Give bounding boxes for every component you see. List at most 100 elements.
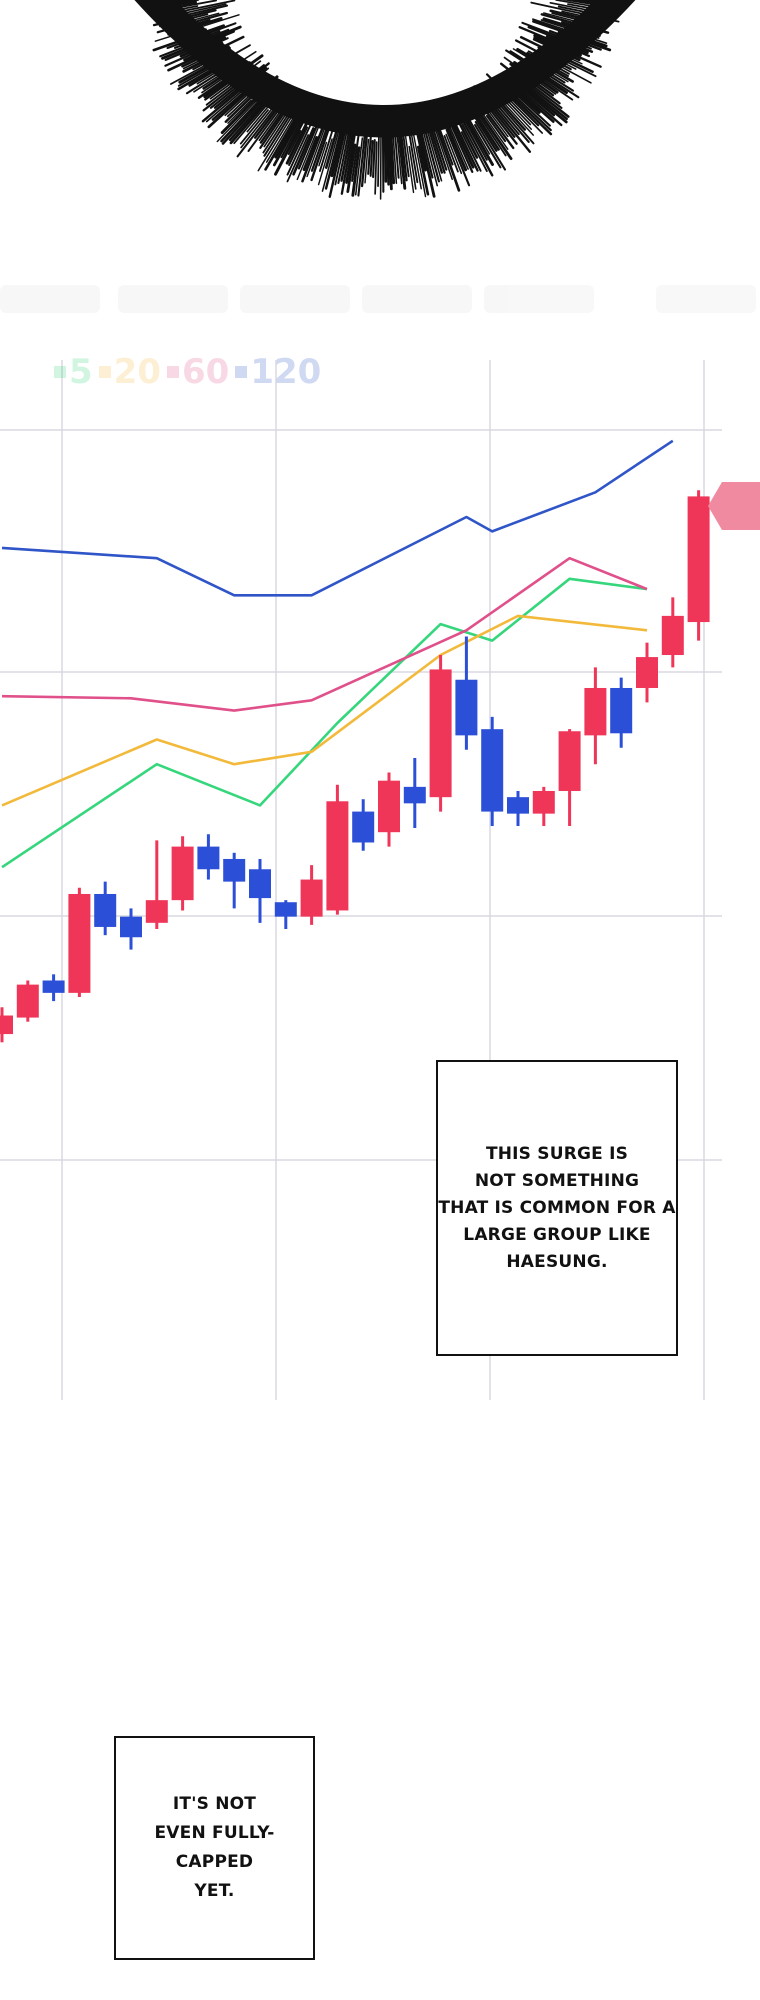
faded-toolbar: [0, 285, 756, 313]
burst-stroke: [460, 131, 482, 172]
burst-stroke: [374, 141, 378, 195]
burst-stroke: [418, 132, 436, 198]
burst-stroke: [372, 138, 376, 179]
price-tag-icon: [708, 482, 760, 530]
narration-box-fully-capped: It's not even fully-capped yet.: [114, 1736, 315, 1960]
candle-body: [429, 669, 452, 798]
candle-body: [300, 879, 323, 917]
burst-stroke: [318, 141, 328, 167]
burst-stroke: [443, 135, 459, 173]
burst-stroke: [286, 134, 310, 183]
candle: [274, 900, 297, 929]
candle: [378, 772, 400, 847]
candle: [661, 597, 684, 668]
candle-body: [274, 902, 297, 917]
burst-stroke: [345, 124, 358, 184]
burst-stroke: [510, 100, 544, 134]
burst-stroke: [408, 145, 417, 190]
candle: [0, 1007, 13, 1043]
burst-stroke: [408, 133, 419, 184]
burst-stroke: [383, 128, 388, 183]
burst-stroke: [280, 121, 302, 159]
burst-stroke: [272, 118, 301, 167]
candle: [326, 784, 349, 915]
ma-line-60: [1, 556, 648, 712]
chart-legend: 5 20 60 120: [54, 352, 321, 392]
burst-stroke: [296, 125, 320, 181]
candle-body: [352, 811, 375, 843]
candle: [352, 799, 375, 851]
burst-stroke: [226, 94, 251, 118]
burst-stroke: [434, 127, 453, 181]
burst-stroke: [354, 137, 364, 196]
burst-stroke: [321, 121, 342, 192]
candle-body: [532, 790, 555, 814]
burst-stroke: [360, 129, 369, 188]
burst-stroke: [288, 126, 309, 166]
burst-core: [134, 0, 636, 138]
legend-swatch: [98, 366, 111, 378]
burst-stroke: [264, 118, 296, 171]
burst-stroke: [364, 138, 370, 184]
narration-box-surge: This surge is not something that is comm…: [436, 1060, 678, 1356]
candle-body: [223, 858, 246, 882]
burst-stroke: [474, 121, 507, 171]
candle: [120, 908, 142, 950]
burst-stroke: [274, 112, 302, 159]
burst-stroke: [427, 126, 444, 174]
burst-stroke: [292, 127, 315, 176]
candle-body: [636, 657, 658, 688]
burst-stroke: [227, 99, 252, 124]
legend-swatch: [167, 366, 179, 378]
burst-stroke: [494, 105, 520, 136]
candle: [584, 667, 607, 765]
candle: [145, 840, 168, 929]
burst-stroke: [385, 136, 390, 186]
burst-stroke: [239, 109, 269, 145]
legend-item: 120: [235, 352, 321, 392]
burst-stroke: [445, 133, 463, 175]
candle: [42, 974, 65, 1002]
candle: [558, 729, 581, 826]
candle: [507, 790, 529, 826]
speed-burst-lines: [134, 0, 636, 200]
burst-stroke: [265, 115, 295, 163]
burst-stroke: [302, 136, 319, 172]
burst-stroke: [229, 101, 268, 145]
legend-label: 60: [182, 352, 230, 392]
candle-body: [661, 615, 684, 656]
legend-label: 120: [250, 352, 322, 392]
candle: [403, 758, 426, 829]
candle-body: [0, 1015, 13, 1035]
narration-text: This surge is not something that is comm…: [438, 1143, 676, 1272]
legend-swatch: [235, 366, 248, 378]
legend-item: 60: [167, 352, 229, 392]
burst-stroke: [257, 117, 292, 172]
candle-body: [481, 729, 504, 812]
legend-swatch: [54, 366, 66, 378]
burst-stroke: [351, 146, 361, 197]
candle-body: [610, 687, 633, 734]
candle-body: [507, 797, 529, 814]
burst-stroke: [416, 145, 430, 196]
candle-body: [94, 893, 117, 927]
candlestick-series: [0, 490, 710, 1043]
candle: [68, 887, 91, 997]
burst-stroke: [455, 117, 479, 159]
candle-body: [455, 679, 478, 736]
candle-body: [558, 731, 581, 791]
burst-stroke: [519, 91, 555, 123]
burst-stroke: [397, 130, 407, 190]
burst-stroke: [445, 128, 471, 187]
candle-body: [120, 916, 142, 938]
ma-line-20: [1, 614, 648, 807]
candle-body: [249, 869, 271, 899]
candle: [610, 677, 633, 748]
candle-body: [326, 801, 349, 911]
candle-body: [42, 980, 65, 993]
candle-body: [16, 984, 39, 1018]
candle-body: [145, 900, 168, 923]
burst-stroke: [377, 130, 380, 188]
candle: [532, 786, 555, 826]
